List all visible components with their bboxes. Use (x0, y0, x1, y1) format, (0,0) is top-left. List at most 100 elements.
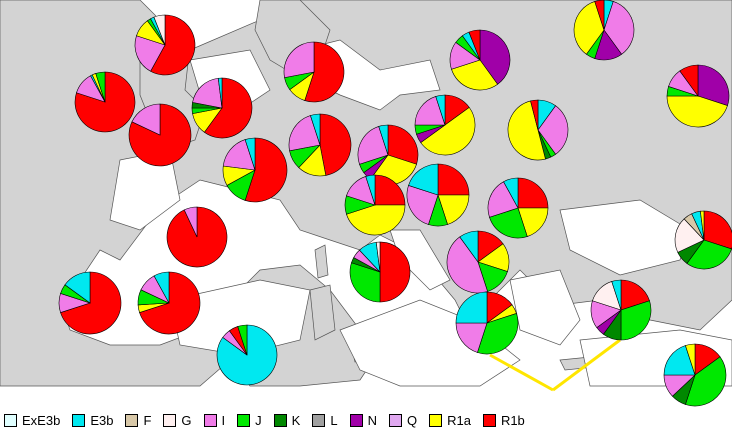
pie-chart (191, 77, 253, 139)
pie-slice-r1a (451, 59, 499, 91)
pie-chart (288, 113, 352, 177)
pie-slice-e3b (64, 271, 91, 304)
pie-slice-e3b (455, 291, 488, 324)
pie-slice-r1a (685, 343, 696, 376)
pie-slice-r1b (517, 177, 549, 209)
pie-chart (455, 291, 519, 355)
pie-slice-e3b (153, 271, 170, 304)
pie-slice-g (674, 218, 705, 253)
pie-slice-r1a (517, 207, 549, 237)
legend-swatch (4, 413, 17, 427)
pie-slice-i (487, 181, 519, 218)
pie-slice-r1a (437, 194, 470, 225)
highlight-line-right (552, 338, 621, 392)
pie-slice-n (479, 29, 511, 85)
pie-chart (166, 206, 228, 268)
pie-slice-e3b (503, 177, 519, 209)
legend-label: K (291, 412, 301, 428)
pie-slice-r1b (304, 41, 345, 103)
pie-slice-r1b (203, 77, 253, 139)
pie-chart (74, 71, 136, 133)
legend-label: E3b (90, 412, 114, 428)
pie-chart (349, 241, 411, 303)
pie-slice-r1a (346, 204, 406, 236)
pie-slice-j (237, 324, 248, 356)
pie-slice-e3b (310, 113, 321, 146)
legend-item-r1a: R1a (429, 413, 471, 428)
pie-chart (507, 99, 569, 161)
pie-chart (406, 163, 470, 227)
legend-label: G (181, 412, 192, 428)
pie-chart (449, 29, 511, 91)
pie-chart (573, 0, 635, 61)
pie-slice-r1b (530, 99, 539, 131)
legend-item-f: F (125, 413, 151, 428)
legend-item-r1b: R1b (482, 412, 525, 428)
pie-chart (674, 210, 732, 270)
pie-slice-e3b (459, 230, 479, 263)
legend-item-q: Q (388, 412, 418, 428)
pie-chart (128, 103, 192, 167)
pie-chart (590, 279, 652, 341)
pie-slice-i (288, 115, 321, 152)
pie-chart (134, 14, 196, 76)
pie-slice-g (153, 14, 166, 46)
pie-slice-j (686, 239, 732, 270)
pie-slice-r1b (679, 64, 699, 97)
legend-label: Q (406, 412, 418, 428)
pie-slice-r1b (150, 14, 196, 76)
legend-swatch (312, 413, 326, 427)
pie-slice-i (406, 185, 439, 225)
pie-slice-g (375, 241, 381, 273)
pie-slice-i (131, 103, 161, 136)
legend-swatch (273, 413, 287, 427)
highlight-line-left (489, 353, 554, 392)
legend-item-n: N (349, 412, 377, 428)
legend-label: N (367, 412, 377, 428)
pie-slice-j (489, 207, 528, 239)
pie-slice-r1b (244, 137, 288, 203)
pie-slice-i (455, 322, 488, 353)
pie-slice-r1b (387, 124, 419, 165)
pie-slice-e3b (408, 163, 439, 196)
legend: ExE3b E3b F G I J K L N Q R1a R1b (0, 409, 732, 431)
pie-chart (137, 271, 201, 335)
legend-label: ExE3b (22, 412, 61, 428)
pie-slice-i (537, 105, 569, 155)
pie-slice-e3b (663, 345, 696, 376)
pie-slice-r1b (319, 113, 352, 176)
pie-slice-r1b (620, 279, 650, 311)
highlight-lines (489, 338, 621, 392)
pie-chart (446, 230, 510, 294)
pie-slice-j (349, 262, 381, 303)
pie-slice-e3b (611, 279, 622, 311)
pie-slice-r1b (594, 0, 605, 31)
pie-slice-i (183, 206, 198, 238)
legend-label: R1a (447, 412, 471, 428)
legend-swatch (388, 413, 402, 427)
pie-slice-r1a (507, 100, 546, 161)
pie-slice-e3b (217, 77, 223, 109)
pie-slice-r1b (437, 163, 470, 196)
pie-chart (663, 343, 727, 407)
legend-label: R1b (500, 412, 525, 428)
pie-slice-r1a (700, 210, 705, 241)
pie-chart (487, 177, 549, 239)
pie-slice-r1a (573, 1, 605, 55)
pie-slice-r1b (128, 103, 192, 167)
pie-slice-r1b (74, 71, 136, 133)
legend-item-g: G (163, 412, 192, 428)
pie-chart (283, 41, 345, 103)
legend-swatch (125, 413, 139, 427)
legend-item-e3b: E3b (72, 413, 113, 428)
pie-slice-e3b (244, 137, 256, 171)
pie-slice-n (697, 64, 730, 106)
pie-slice-r1a (420, 106, 476, 156)
legend-swatch (349, 413, 363, 427)
pie-slice-r1b (468, 29, 481, 61)
legend-swatch (203, 413, 217, 427)
legend-swatch (163, 413, 177, 427)
legend-label: I (221, 412, 226, 428)
